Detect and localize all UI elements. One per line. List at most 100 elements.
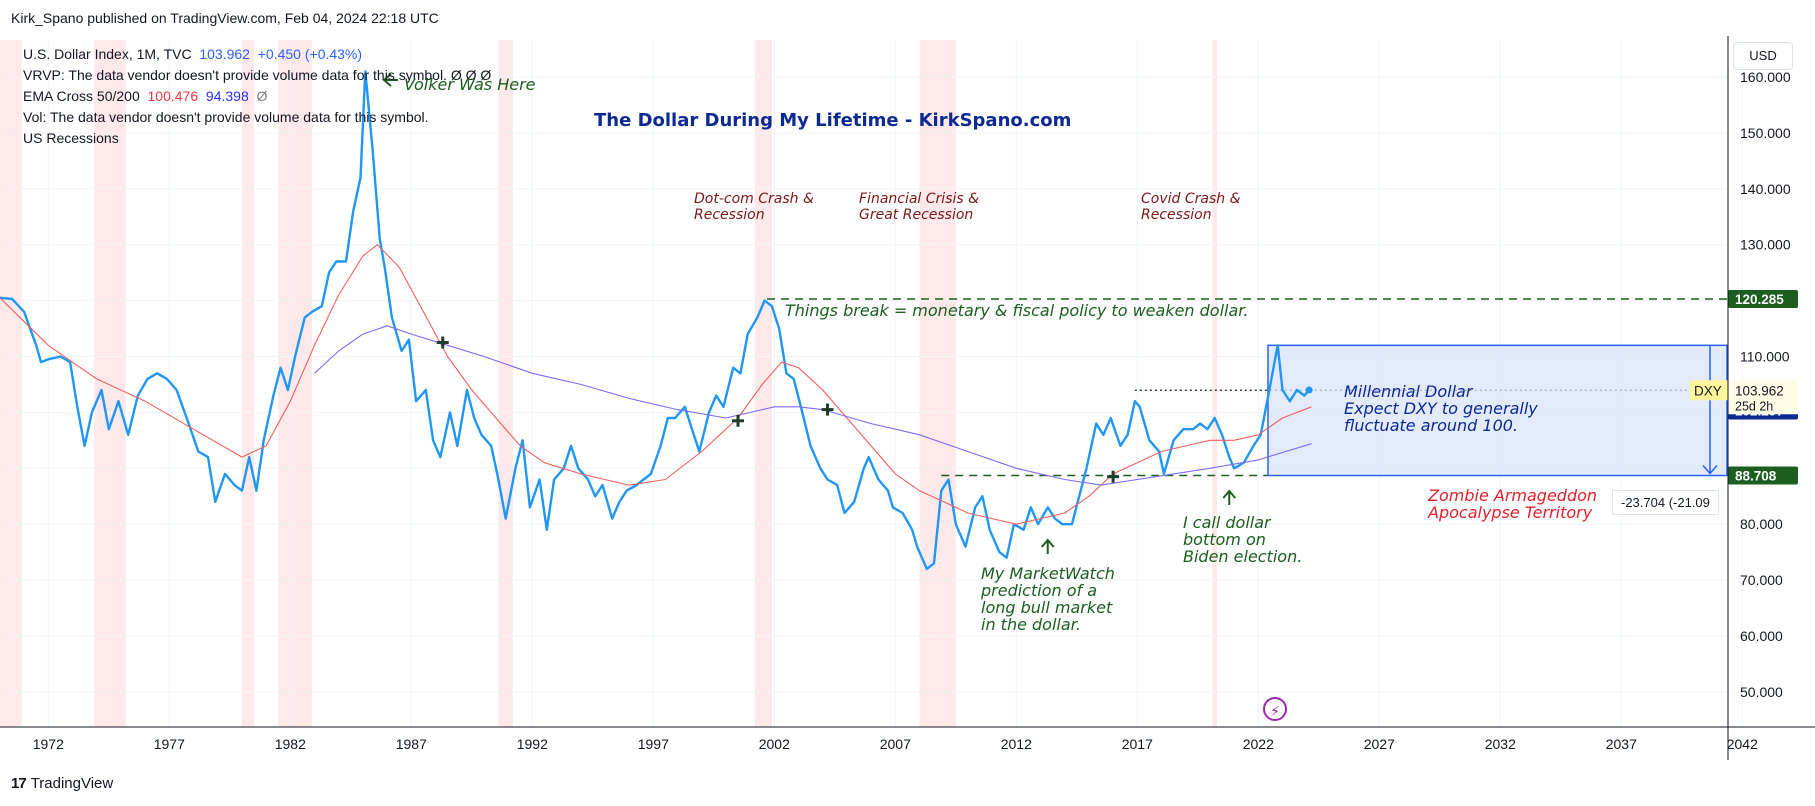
- dotcom-line-2: Recession: [694, 207, 765, 223]
- ema-cross-marker: [436, 336, 449, 349]
- chart-title: The Dollar During My Lifetime - KirkSpan…: [594, 110, 1072, 131]
- measure-arrow-head: [1702, 465, 1718, 475]
- symbol-label: U.S. Dollar Index, 1M, TVC: [23, 46, 192, 62]
- published-header: Kirk_Spano published on TradingView.com,…: [11, 10, 439, 26]
- dotcom-annotation: Dot-com Crash & Recession: [694, 191, 814, 223]
- x-tick-label: 2027: [1364, 736, 1395, 752]
- symbol-legend-row[interactable]: U.S. Dollar Index, 1M, TVC 103.962 +0.45…: [23, 44, 491, 65]
- recession-band: [498, 40, 513, 727]
- y-tick-label: 140.000: [1740, 181, 1791, 197]
- symbol-change: +0.450 (+0.43%): [257, 46, 363, 62]
- tradingview-name: TradingView: [30, 775, 114, 792]
- x-tick-label: 2022: [1243, 736, 1274, 752]
- x-tick-label: 2032: [1485, 736, 1516, 752]
- marketwatch-annotation: My MarketWatch prediction of a long bull…: [981, 565, 1115, 633]
- ema-label: EMA Cross 50/200: [23, 88, 140, 104]
- measure-label: -23.704 (-21.09: [1612, 490, 1719, 515]
- dxy-symbol-badge: DXY: [1690, 380, 1728, 401]
- x-tick-label: 2037: [1606, 736, 1637, 752]
- axes: 50.000 60.000 70.000 80.000 110.000 130.000 14…: [0, 36, 1815, 760]
- tradingview-branding[interactable]: 17 TradingView: [11, 775, 113, 792]
- covid-line-1: Covid Crash &: [1141, 191, 1241, 207]
- recession-band: [0, 40, 22, 727]
- x-tick-label: 1982: [275, 736, 306, 752]
- x-tick-label: 1992: [517, 736, 548, 752]
- zombie-line-2: Apocalypse Territory: [1428, 503, 1593, 522]
- millennial-line-1: Millennial Dollar: [1344, 382, 1473, 401]
- recession-band: [241, 40, 254, 727]
- covid-line-2: Recession: [1141, 207, 1212, 223]
- recessions-legend-row[interactable]: US Recessions: [23, 130, 119, 146]
- indicator-legend: U.S. Dollar Index, 1M, TVC 103.962 +0.45…: [23, 44, 491, 149]
- horizontal-levels: [767, 298, 1728, 477]
- x-tick-label: 2012: [1001, 736, 1032, 752]
- volker-arrow: [382, 73, 398, 87]
- things-break-annotation: Things break = monetary & fiscal policy …: [785, 301, 1249, 320]
- zombie-line-1: Zombie Armageddon: [1428, 486, 1598, 505]
- vrvp-legend-row[interactable]: VRVP: The data vendor doesn't provide vo…: [23, 67, 492, 83]
- y-tick-label: 130.000: [1740, 237, 1791, 253]
- level-low-badge: 88.708: [1728, 466, 1798, 485]
- ema-cross-marker: [1107, 470, 1120, 483]
- x-tick-label: 1972: [33, 736, 64, 752]
- x-tick-label: 2007: [880, 736, 911, 752]
- recession-band: [1212, 40, 1218, 727]
- x-tick-label: 1997: [638, 736, 669, 752]
- marketwatch-line-2: prediction of a: [981, 581, 1098, 600]
- ema-cross-marker: [821, 403, 834, 416]
- tradingview-logo-icon: 17: [11, 775, 27, 792]
- y-tick-label: 60.000: [1740, 628, 1783, 644]
- y-tick-label: 80.000: [1740, 516, 1783, 532]
- biden-annotation: I call dollar bottom on Biden election.: [1183, 514, 1302, 565]
- ema-tail: Ø: [256, 88, 268, 104]
- covid-annotation: Covid Crash & Recession: [1141, 191, 1241, 223]
- vol-legend-row[interactable]: Vol: The data vendor doesn't provide vol…: [23, 109, 429, 125]
- recession-band: [919, 40, 956, 727]
- financial-line-2: Great Recession: [859, 207, 974, 223]
- symbol-price: 103.962: [199, 46, 250, 62]
- millennial-annotation: Millennial Dollar Expect DXY to generall…: [1344, 383, 1538, 434]
- y-tick-label: 160.000: [1740, 69, 1791, 85]
- ema-cross-marker: [732, 414, 744, 427]
- ema-legend-row[interactable]: EMA Cross 50/200 100.476 94.398 Ø: [23, 86, 491, 107]
- millennial-line-2: Expect DXY to generally: [1344, 399, 1538, 418]
- series-line-dxy: [0, 70, 1311, 571]
- last-price-dot: [1305, 386, 1313, 394]
- ema50-value: 100.476: [147, 88, 199, 104]
- millennial-line-3: fluctuate around 100.: [1344, 416, 1519, 435]
- series-line-ema200: [314, 325, 1312, 486]
- recession-band: [278, 40, 313, 727]
- svg-text:25d 2h: 25d 2h: [1735, 399, 1773, 413]
- biden-line-1: I call dollar: [1183, 513, 1271, 532]
- svg-text:120.285: 120.285: [1735, 292, 1784, 307]
- series-lines: [0, 70, 1312, 571]
- x-tick-label: 1987: [396, 736, 427, 752]
- recession-band: [94, 40, 126, 727]
- y-tick-label: 110.000: [1740, 349, 1790, 365]
- svg-text:88.708: 88.708: [1735, 469, 1777, 484]
- zombie-annotation: Zombie Armageddon Apocalypse Territory: [1428, 487, 1597, 521]
- lightning-icon[interactable]: ⚡: [1263, 697, 1287, 721]
- svg-text:DXY: DXY: [1694, 383, 1722, 398]
- svg-text:103.962: 103.962: [1735, 383, 1784, 398]
- biden-line-3: Biden election.: [1183, 547, 1303, 566]
- dotcom-line-1: Dot-com Crash &: [694, 191, 814, 207]
- financial-line-1: Financial Crisis &: [859, 191, 980, 207]
- x-tick-label: 2017: [1122, 736, 1153, 752]
- currency-button[interactable]: USD: [1733, 42, 1793, 70]
- biden-line-2: bottom on: [1183, 530, 1266, 549]
- marketwatch-line-1: My MarketWatch: [981, 564, 1115, 583]
- annotation-arrow: [1041, 538, 1055, 554]
- x-tick-label: 1977: [154, 736, 185, 752]
- y-tick-label: 150.000: [1740, 125, 1791, 141]
- x-tick-label: 2002: [759, 736, 790, 752]
- annotation-arrow: [1222, 489, 1237, 505]
- ema200-value: 94.398: [205, 88, 249, 104]
- marketwatch-line-4: in the dollar.: [981, 615, 1081, 634]
- marketwatch-line-3: long bull market: [981, 598, 1113, 617]
- x-tick-label: 2042: [1727, 736, 1758, 752]
- volker-annotation: Volker Was Here: [404, 75, 536, 94]
